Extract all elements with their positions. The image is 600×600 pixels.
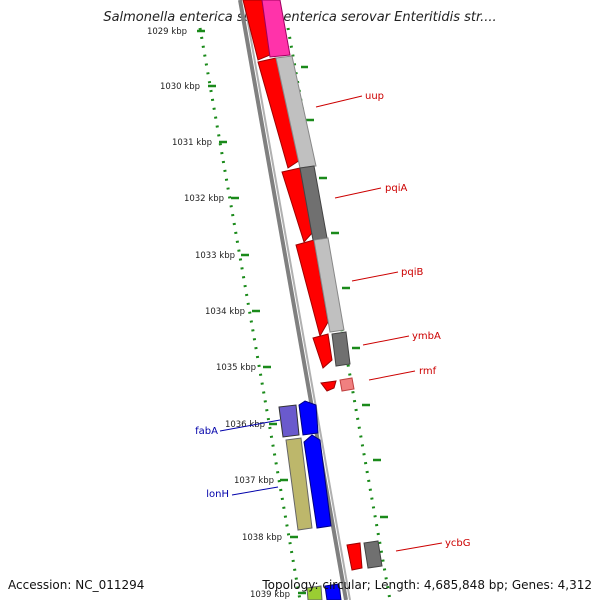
gene-faba-purple[interactable] xyxy=(278,404,300,438)
tick-label: 1029 kbp xyxy=(147,27,187,37)
gene-label-ycbg[interactable]: ycbG xyxy=(445,538,471,549)
gene-small-red[interactable] xyxy=(320,380,337,392)
tick-label: 1032 kbp xyxy=(184,194,224,204)
gene-faba-blue[interactable] xyxy=(298,400,319,436)
genome-stats-text: Topology: circular; Length: 4,685,848 bp… xyxy=(262,578,592,592)
outer-dark-block-ycbg[interactable] xyxy=(363,540,383,569)
outer-gray-block-uup[interactable] xyxy=(275,55,317,169)
gene-rmf-red[interactable] xyxy=(312,333,333,369)
tick-label: 1033 kbp xyxy=(195,251,235,261)
gene-label-faba[interactable]: fabA xyxy=(195,426,218,437)
gene-leader-lines xyxy=(219,95,443,552)
outer-magenta-block[interactable] xyxy=(261,0,291,58)
tick-label: 1037 kbp xyxy=(234,476,274,486)
gene-label-pqib[interactable]: pqiB xyxy=(401,267,423,278)
inner-ticks xyxy=(197,29,306,595)
outer-gene-track xyxy=(261,0,383,569)
genome-title: Salmonella enterica subsp. enterica sero… xyxy=(103,10,497,25)
gene-bottom-olive[interactable] xyxy=(306,585,323,600)
outer-ticks xyxy=(301,65,388,519)
gene-label-pqia[interactable]: pqiA xyxy=(385,183,407,194)
tick-label: 1031 kbp xyxy=(172,138,212,148)
tick-label: 1034 kbp xyxy=(205,307,245,317)
outer-pink-block-rmf[interactable] xyxy=(339,377,355,392)
gene-bottom-blue[interactable] xyxy=(324,583,342,600)
red-genes xyxy=(242,0,363,571)
gene-lonh-blue[interactable] xyxy=(303,434,332,529)
backbone-light xyxy=(243,0,351,600)
tick-label: 1035 kbp xyxy=(216,363,256,373)
gene-labels: uup pqiA pqiB ymbA rmf fabA lonH ycbG xyxy=(195,91,470,549)
tick-label: 1030 kbp xyxy=(160,82,200,92)
tick-label: 1039 kbp xyxy=(250,590,290,600)
gene-ycbg-red[interactable] xyxy=(346,542,363,571)
tick-label: 1036 kbp xyxy=(225,420,265,430)
outer-gray-block-pqib[interactable] xyxy=(313,237,345,333)
tick-labels: 1029 kbp 1030 kbp 1031 kbp 1032 kbp 1033… xyxy=(147,27,290,600)
tick-label: 1038 kbp xyxy=(242,533,282,543)
gene-label-rmf[interactable]: rmf xyxy=(419,366,437,377)
gene-label-lonh[interactable]: lonH xyxy=(206,489,229,500)
gene-label-uup[interactable]: uup xyxy=(365,91,384,102)
gene-lonh-olive[interactable] xyxy=(285,437,313,531)
blue-genes xyxy=(278,400,342,600)
gene-label-ymba[interactable]: ymbA xyxy=(412,331,441,342)
outer-dark-block-ymba[interactable] xyxy=(331,331,351,367)
backbone-dark xyxy=(238,0,348,600)
accession-text: Accession: NC_011294 xyxy=(8,578,145,592)
